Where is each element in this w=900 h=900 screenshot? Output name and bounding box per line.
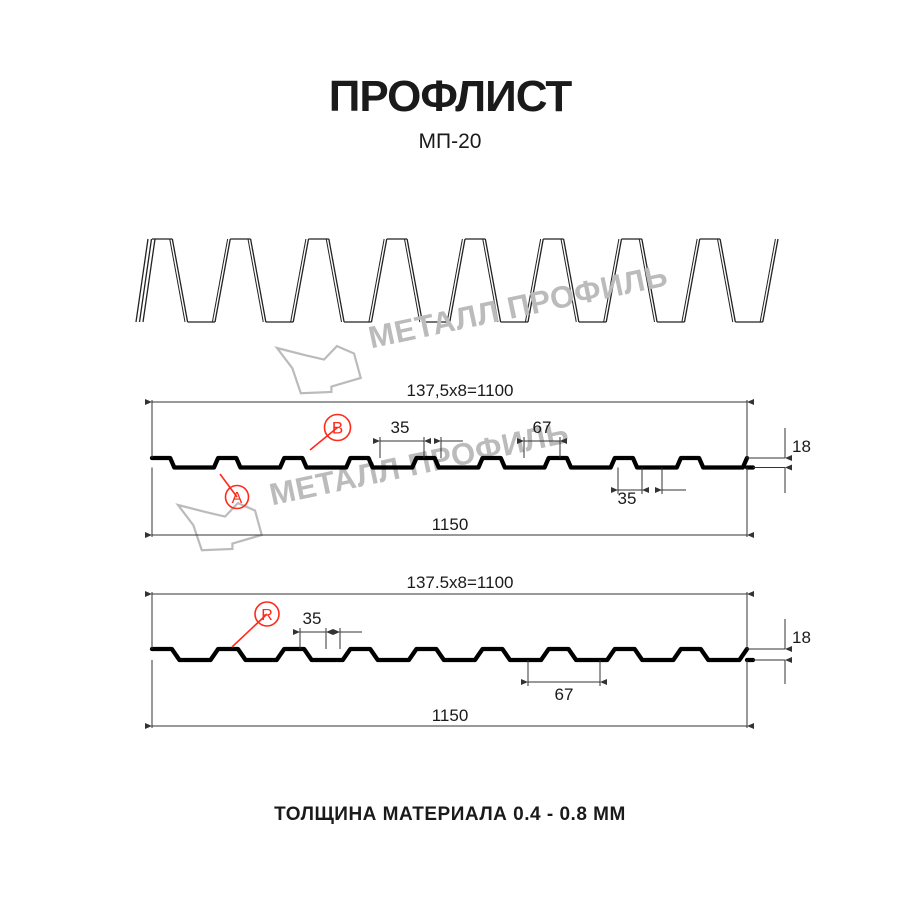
svg-text:18: 18 xyxy=(792,628,811,647)
svg-text:137,5x8=1100: 137,5x8=1100 xyxy=(407,381,514,400)
svg-text:35: 35 xyxy=(303,609,322,628)
svg-text:137.5x8=1100: 137.5x8=1100 xyxy=(407,573,514,592)
svg-text:A: A xyxy=(232,490,243,507)
svg-text:18: 18 xyxy=(792,437,811,456)
svg-text:67: 67 xyxy=(555,685,574,704)
svg-text:B: B xyxy=(332,419,343,438)
svg-text:ТОЛЩИНА МАТЕРИАЛА 0.4 - 0.8 ММ: ТОЛЩИНА МАТЕРИАЛА 0.4 - 0.8 ММ xyxy=(274,804,626,825)
svg-text:1150: 1150 xyxy=(432,706,469,725)
svg-text:ПРОФЛИСТ: ПРОФЛИСТ xyxy=(329,72,573,121)
svg-text:67: 67 xyxy=(533,418,552,437)
svg-text:35: 35 xyxy=(391,418,410,437)
svg-text:1150: 1150 xyxy=(432,515,469,534)
svg-text:МЕТАЛЛ ПРОФИЛЬ: МЕТАЛЛ ПРОФИЛЬ xyxy=(266,415,571,513)
svg-text:МП-20: МП-20 xyxy=(419,130,482,153)
svg-text:R: R xyxy=(261,607,273,624)
svg-text:МЕТАЛЛ ПРОФИЛЬ: МЕТАЛЛ ПРОФИЛЬ xyxy=(365,258,670,356)
svg-text:35: 35 xyxy=(618,489,637,508)
